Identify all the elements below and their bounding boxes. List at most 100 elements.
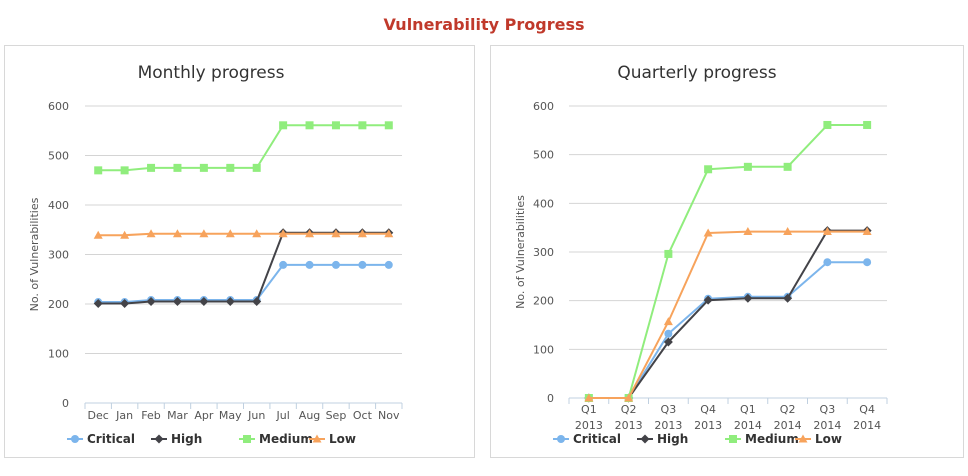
- quarterly-progress-chart: Quarterly progress 0 100 200 300 400 500 600 Q1 2…: [514, 63, 888, 446]
- y-tick-label: 200: [533, 295, 554, 308]
- series-critical: [94, 260, 393, 307]
- data-point-low: [783, 227, 793, 236]
- data-point-low: [278, 229, 288, 238]
- legend-label: High: [657, 432, 688, 446]
- data-point-low: [703, 228, 713, 237]
- data-point-low: [199, 229, 209, 238]
- chart-title: Monthly progress: [138, 63, 285, 83]
- data-point-medium: [147, 163, 156, 172]
- x-tick-label: Q2: [621, 403, 637, 416]
- data-point-critical: [305, 260, 314, 269]
- data-point-medium: [173, 163, 182, 172]
- data-point-medium: [783, 162, 792, 171]
- data-point-low: [584, 393, 594, 402]
- data-point-medium: [384, 121, 393, 130]
- legend-marker-icon: [312, 434, 322, 443]
- data-point-low: [252, 229, 262, 238]
- legend-item-low[interactable]: Low: [309, 432, 356, 446]
- data-point-low: [384, 229, 394, 238]
- series-line-high: [588, 229, 868, 399]
- legend-item-medium[interactable]: Medium: [239, 432, 313, 446]
- data-point-high: [146, 297, 156, 307]
- x-tick-label: Q2: [780, 403, 796, 416]
- x-tick-label: Q1: [740, 403, 756, 416]
- data-point-low: [743, 227, 753, 236]
- data-point-low: [624, 393, 634, 402]
- series-low: [584, 227, 872, 402]
- series-low: [93, 229, 394, 239]
- legend-item-medium[interactable]: Medium: [725, 432, 799, 446]
- x-tick-label: 2014: [774, 419, 802, 432]
- data-point-critical: [863, 258, 872, 267]
- y-axis-title: No. of Vulnerabilities: [514, 195, 527, 309]
- data-point-low: [822, 227, 832, 236]
- legend-marker-icon: [640, 434, 650, 444]
- x-tick-label: Q3: [820, 403, 836, 416]
- legend-marker-icon: [729, 435, 737, 443]
- legend-label: Low: [815, 432, 842, 446]
- y-tick-label: 0: [547, 392, 554, 405]
- data-point-medium: [94, 166, 103, 175]
- data-point-critical: [279, 260, 288, 269]
- legend-item-high[interactable]: High: [151, 432, 202, 446]
- x-tick-label: Jul: [275, 409, 289, 422]
- data-point-critical: [358, 260, 367, 269]
- x-tick-label: 2014: [734, 419, 762, 432]
- x-tick-label: 2013: [575, 419, 603, 432]
- data-point-medium: [331, 121, 340, 130]
- legend-item-low[interactable]: Low: [795, 432, 842, 446]
- legend-item-critical[interactable]: Critical: [553, 432, 621, 446]
- x-tick-label: Sep: [326, 409, 347, 422]
- data-point-medium: [743, 162, 752, 171]
- legend-marker-icon: [71, 435, 79, 443]
- data-point-high: [252, 297, 262, 307]
- data-point-low: [172, 229, 182, 238]
- x-tick-label: Jun: [247, 409, 265, 422]
- data-point-low: [305, 229, 315, 238]
- legend-marker-icon: [243, 435, 251, 443]
- x-tick-label: 2013: [694, 419, 722, 432]
- data-point-medium: [664, 249, 673, 258]
- y-tick-label: 300: [533, 246, 554, 259]
- x-tick-label: Nov: [378, 409, 400, 422]
- data-point-critical: [664, 329, 673, 338]
- data-point-medium: [252, 163, 261, 172]
- x-tick-label: 2013: [654, 419, 682, 432]
- x-tick-label: Oct: [353, 409, 373, 422]
- data-point-critical: [823, 258, 832, 267]
- data-point-low: [93, 230, 103, 239]
- data-point-high: [703, 295, 713, 305]
- legend-item-high[interactable]: High: [637, 432, 688, 446]
- data-point-medium: [120, 166, 129, 175]
- monthly-progress-chart: Monthly progress 0 100 200 300 400 500 600 Dec Ja…: [28, 63, 403, 446]
- data-point-medium: [279, 121, 288, 130]
- data-point-medium: [863, 120, 872, 129]
- data-point-medium: [358, 121, 367, 130]
- series-line-high: [98, 231, 389, 305]
- x-tick-label: May: [219, 409, 242, 422]
- y-axis-title: No. of Vulnerabilities: [28, 197, 41, 311]
- data-point-critical: [331, 260, 340, 269]
- series-line-medium: [98, 124, 389, 172]
- data-point-high: [199, 297, 209, 307]
- x-tick-label: Q1: [581, 403, 597, 416]
- x-tick-label: 2014: [813, 419, 841, 432]
- data-point-medium: [199, 163, 208, 172]
- data-point-high: [743, 293, 753, 303]
- data-point-high: [783, 293, 793, 303]
- data-point-low: [225, 229, 235, 238]
- series-high: [93, 228, 394, 309]
- data-point-high: [172, 297, 182, 307]
- data-point-low: [357, 229, 367, 238]
- legend-item-critical[interactable]: Critical: [67, 432, 135, 446]
- x-tick-label: 2014: [853, 419, 881, 432]
- data-point-low: [663, 317, 673, 326]
- series-high: [584, 226, 872, 403]
- x-tick-label: Mar: [167, 409, 188, 422]
- data-point-low: [331, 229, 341, 238]
- legend-marker-icon: [154, 434, 164, 444]
- legend-marker-icon: [798, 434, 808, 443]
- x-tick-label: Q4: [859, 403, 875, 416]
- x-tick-label: Feb: [141, 409, 160, 422]
